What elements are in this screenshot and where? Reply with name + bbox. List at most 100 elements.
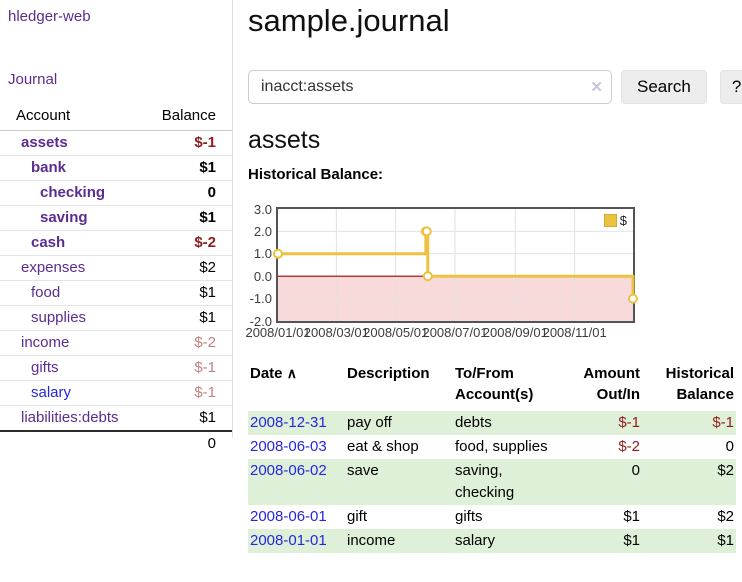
account-row: supplies $1 bbox=[0, 305, 232, 331]
accounts-total-value: 0 bbox=[145, 430, 232, 456]
register-table: Date ∧ Description To/From Account(s) Am… bbox=[248, 363, 736, 553]
account-balance: $1 bbox=[145, 280, 232, 306]
account-balance: $1 bbox=[145, 305, 232, 331]
sidebar-divider bbox=[232, 0, 233, 437]
transaction-date-link[interactable]: 2008-06-03 bbox=[250, 438, 327, 455]
register-cell-accounts: gifts bbox=[455, 508, 483, 525]
account-heading: assets bbox=[248, 126, 321, 154]
register-cell-description: save bbox=[345, 459, 453, 505]
register-cell-amount: $1 bbox=[568, 529, 642, 553]
sidebar-account-link[interactable]: liabilities:debts bbox=[21, 409, 119, 426]
register-header-date[interactable]: Date ∧ bbox=[250, 365, 297, 382]
y-axis-tick-label: 3.0 bbox=[253, 201, 272, 217]
register-cell-balance: $-1 bbox=[642, 411, 736, 435]
register-row: 2008-01-01 income salary $1 $1 bbox=[248, 529, 736, 553]
sidebar-account-link[interactable]: income bbox=[21, 334, 70, 351]
search-button[interactable]: Search bbox=[621, 70, 707, 104]
sidebar-account-link[interactable]: gifts bbox=[31, 359, 59, 376]
y-axis-tick-label: -2.0 bbox=[249, 313, 272, 329]
register-cell-date: 2008-06-02 bbox=[248, 459, 345, 505]
sidebar-account-link[interactable]: cash bbox=[31, 234, 66, 251]
register-row: 2008-06-02 save saving, checking 0 $2 bbox=[248, 459, 736, 505]
account-row: cash $-2 bbox=[0, 230, 232, 256]
clear-search-icon[interactable]: ✕ bbox=[590, 79, 603, 96]
search-row: ✕ Search ? bbox=[248, 70, 742, 104]
sidebar-account-link[interactable]: assets bbox=[21, 134, 68, 151]
sidebar-account-link[interactable]: expenses bbox=[21, 259, 86, 276]
transaction-date-link[interactable]: 2008-06-02 bbox=[250, 462, 327, 479]
page-title: sample.journal bbox=[248, 3, 450, 38]
register-cell-description: pay off bbox=[345, 411, 453, 435]
chart-legend: $ bbox=[601, 212, 629, 229]
help-button[interactable]: ? bbox=[719, 70, 742, 104]
chart-title: Historical Balance: bbox=[248, 166, 384, 183]
x-axis-tick-label: 2008/03/01 bbox=[303, 325, 369, 340]
legend-swatch-icon bbox=[603, 214, 617, 227]
register-cell-balance: $2 bbox=[717, 508, 734, 525]
register-cell-amount: $-1 bbox=[568, 411, 642, 435]
x-axis-tick-label: 2008/07/01 bbox=[422, 325, 488, 340]
transaction-date-link[interactable]: 2008-06-01 bbox=[250, 508, 327, 525]
sidebar-account-link[interactable]: food bbox=[31, 284, 61, 301]
account-row: salary $-1 bbox=[0, 380, 232, 406]
x-axis-tick-label: 2008/11/01 bbox=[542, 325, 607, 340]
x-axis-tick-label: 2008/05/01 bbox=[363, 325, 429, 340]
x-axis-tick-label: 2008/09/01 bbox=[482, 325, 548, 340]
register-cell-amount: 0 bbox=[568, 459, 642, 505]
register-cell-date: 2008-06-01 bbox=[248, 505, 345, 529]
y-axis-tick-label: 1.0 bbox=[253, 246, 272, 262]
search-input[interactable] bbox=[248, 70, 612, 104]
sidebar-account-link[interactable]: supplies bbox=[31, 309, 87, 326]
account-row: bank $1 bbox=[0, 155, 232, 181]
register-cell-balance: $2 bbox=[642, 459, 736, 505]
transaction-date-link[interactable]: 2008-12-31 bbox=[250, 414, 327, 431]
account-balance: $1 bbox=[145, 155, 232, 181]
app-title-link[interactable]: hledger-web bbox=[8, 8, 91, 25]
account-row: liabilities:debts $1 bbox=[0, 405, 232, 431]
chart-svg bbox=[273, 209, 638, 321]
y-axis-tick-label: 2.0 bbox=[253, 223, 272, 239]
account-balance: $-2 bbox=[145, 330, 232, 356]
account-balance: $1 bbox=[145, 205, 232, 231]
account-row: food $1 bbox=[0, 280, 232, 306]
register-cell-date: 2008-06-03 bbox=[248, 435, 345, 459]
register-row: 2008-06-01 gift gifts $1 $2 bbox=[248, 505, 736, 529]
transaction-date-link[interactable]: 2008-01-01 bbox=[250, 532, 327, 549]
account-balance: $-1 bbox=[194, 134, 216, 151]
register-cell-description: eat & shop bbox=[347, 438, 419, 455]
account-row: gifts $-1 bbox=[0, 355, 232, 381]
accounts-total-spacer bbox=[0, 430, 146, 456]
register-cell-balance: $1 bbox=[642, 529, 736, 553]
account-row: expenses $2 bbox=[0, 255, 232, 281]
account-balance: $-1 bbox=[145, 380, 232, 406]
sidebar-account-link[interactable]: salary bbox=[31, 384, 72, 401]
sidebar-account-link[interactable]: bank bbox=[31, 159, 67, 176]
sidebar-item-journal[interactable]: Journal bbox=[8, 71, 58, 88]
accounts-header-balance: Balance bbox=[145, 103, 232, 131]
sidebar-account-link[interactable]: saving bbox=[40, 209, 88, 226]
y-axis-tick-label: 0.0 bbox=[253, 268, 272, 284]
account-row: assets $-1 bbox=[0, 131, 232, 156]
register-row: 2008-06-03 eat & shop food, supplies $-2 0 bbox=[248, 435, 736, 459]
register-header-accounts: To/From Account(s) bbox=[455, 365, 534, 403]
accounts-table-body: assets $-1 bank $1 checking 0 saving $1 cash $-2 e… bbox=[0, 131, 232, 431]
account-balance: $1 bbox=[145, 405, 232, 431]
legend-label: $ bbox=[619, 213, 627, 228]
register-cell-amount: $1 bbox=[623, 508, 640, 525]
account-balance: $-1 bbox=[145, 355, 232, 381]
register-cell-date: 2008-12-31 bbox=[248, 411, 345, 435]
register-cell-date: 2008-01-01 bbox=[248, 529, 345, 553]
account-balance: 0 bbox=[145, 180, 232, 206]
register-header-amount: Amount Out/In bbox=[583, 365, 640, 403]
y-axis-tick-label: -1.0 bbox=[249, 291, 272, 307]
sort-ascending-icon: ∧ bbox=[286, 365, 297, 381]
chart-plot-area: $ bbox=[273, 207, 638, 323]
x-axis-tick-label: 2008/01/01 bbox=[245, 325, 311, 340]
account-row: checking 0 bbox=[0, 180, 232, 206]
register-cell-accounts: saving, checking bbox=[453, 459, 568, 505]
accounts-table: Account Balance assets $-1 bank $1 checking 0… bbox=[0, 103, 232, 456]
accounts-total-row: 0 bbox=[0, 430, 232, 456]
sidebar-account-link[interactable]: checking bbox=[40, 184, 106, 201]
register-cell-accounts: salary bbox=[453, 529, 568, 553]
register-cell-balance: 0 bbox=[725, 438, 734, 455]
